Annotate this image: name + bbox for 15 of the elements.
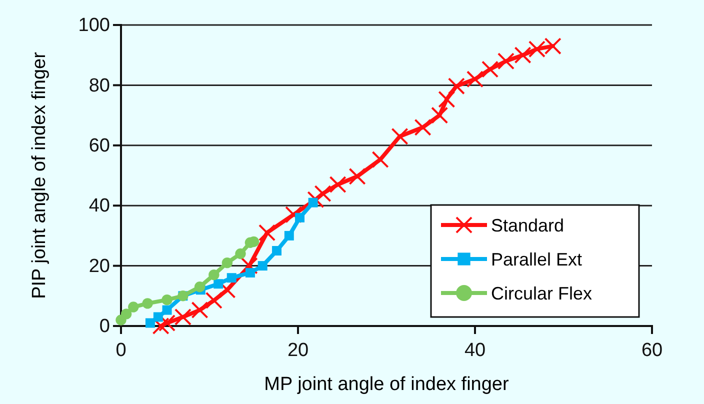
y-tick-label: 60 <box>88 135 110 156</box>
x-axis-title: MP joint angle of index finger <box>264 374 510 395</box>
y-tick-label: 80 <box>88 75 110 96</box>
x-tick-label: 0 <box>116 340 126 361</box>
y-axis-title: PIP joint angle of index finger <box>29 51 50 299</box>
legend-label: Parallel Ext <box>491 249 582 270</box>
legend-label: Circular Flex <box>491 283 592 304</box>
y-tick-label: 20 <box>88 256 110 277</box>
y-tick-label: 40 <box>88 196 110 217</box>
x-tick-label: 40 <box>464 340 486 361</box>
x-tick-label: 60 <box>641 340 663 361</box>
y-tick-label: 0 <box>99 316 110 338</box>
x-tick-label: 20 <box>287 340 309 361</box>
legend-label: Standard <box>491 215 564 236</box>
y-tick-label: 100 <box>78 15 110 36</box>
